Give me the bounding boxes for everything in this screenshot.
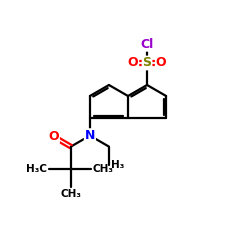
Text: O: O	[48, 130, 59, 143]
Text: N: N	[85, 129, 95, 142]
Text: H₃: H₃	[111, 160, 124, 170]
Text: H₃C: H₃C	[26, 164, 47, 173]
Text: O: O	[128, 56, 138, 70]
Text: CH₃: CH₃	[93, 164, 114, 173]
Text: S: S	[142, 56, 152, 70]
Text: O: O	[156, 56, 166, 70]
Text: Cl: Cl	[140, 38, 154, 51]
Text: CH₃: CH₃	[60, 189, 81, 199]
